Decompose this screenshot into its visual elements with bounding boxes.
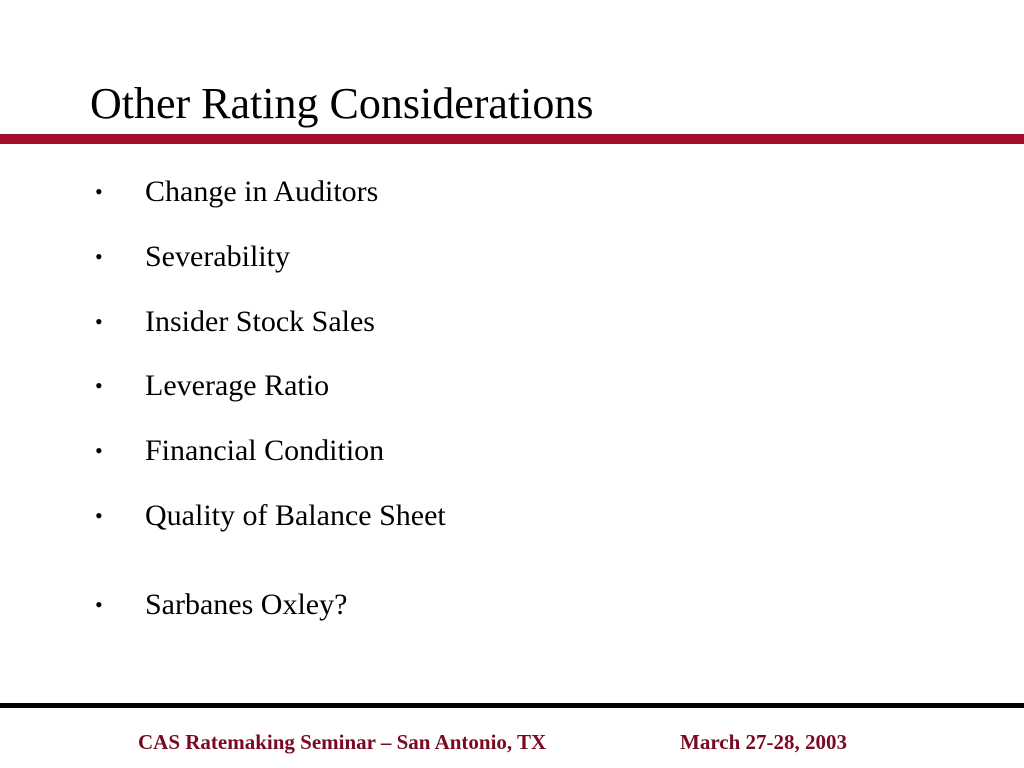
slide-title: Other Rating Considerations <box>90 79 594 128</box>
bullet-icon: • <box>95 309 103 334</box>
bullet-text: Quality of Balance Sheet <box>145 499 446 532</box>
bullet-item: • Leverage Ratio <box>0 366 700 406</box>
bullet-icon: • <box>95 503 103 528</box>
footer-divider <box>0 703 1024 708</box>
bullet-item: • Change in Auditors <box>0 172 700 212</box>
footer-date: March 27-28, 2003 <box>680 730 848 754</box>
bullet-text: Financial Condition <box>145 434 385 467</box>
bullet-text: Severability <box>145 240 290 273</box>
bullet-icon: • <box>95 592 103 617</box>
title-divider <box>0 134 1024 144</box>
bullet-icon: • <box>95 373 103 398</box>
bullet-text: Change in Auditors <box>145 175 379 208</box>
bullet-icon: • <box>95 438 103 463</box>
bullet-text: Insider Stock Sales <box>145 305 375 338</box>
footer-event: CAS Ratemaking Seminar – San Antonio, TX <box>138 730 547 754</box>
footer: CAS Ratemaking Seminar – San Antonio, TX… <box>0 728 1024 756</box>
bullet-text: Sarbanes Oxley? <box>145 588 348 621</box>
bullet-item: • Financial Condition <box>0 431 700 471</box>
bullet-item: • Severability <box>0 237 700 277</box>
bullet-text: Leverage Ratio <box>145 369 330 402</box>
bullet-item: • Sarbanes Oxley? <box>0 585 700 625</box>
bullet-item: • Quality of Balance Sheet <box>0 496 700 536</box>
bullet-item: • Insider Stock Sales <box>0 302 700 342</box>
bullet-icon: • <box>95 244 103 269</box>
bullet-icon: • <box>95 179 103 204</box>
